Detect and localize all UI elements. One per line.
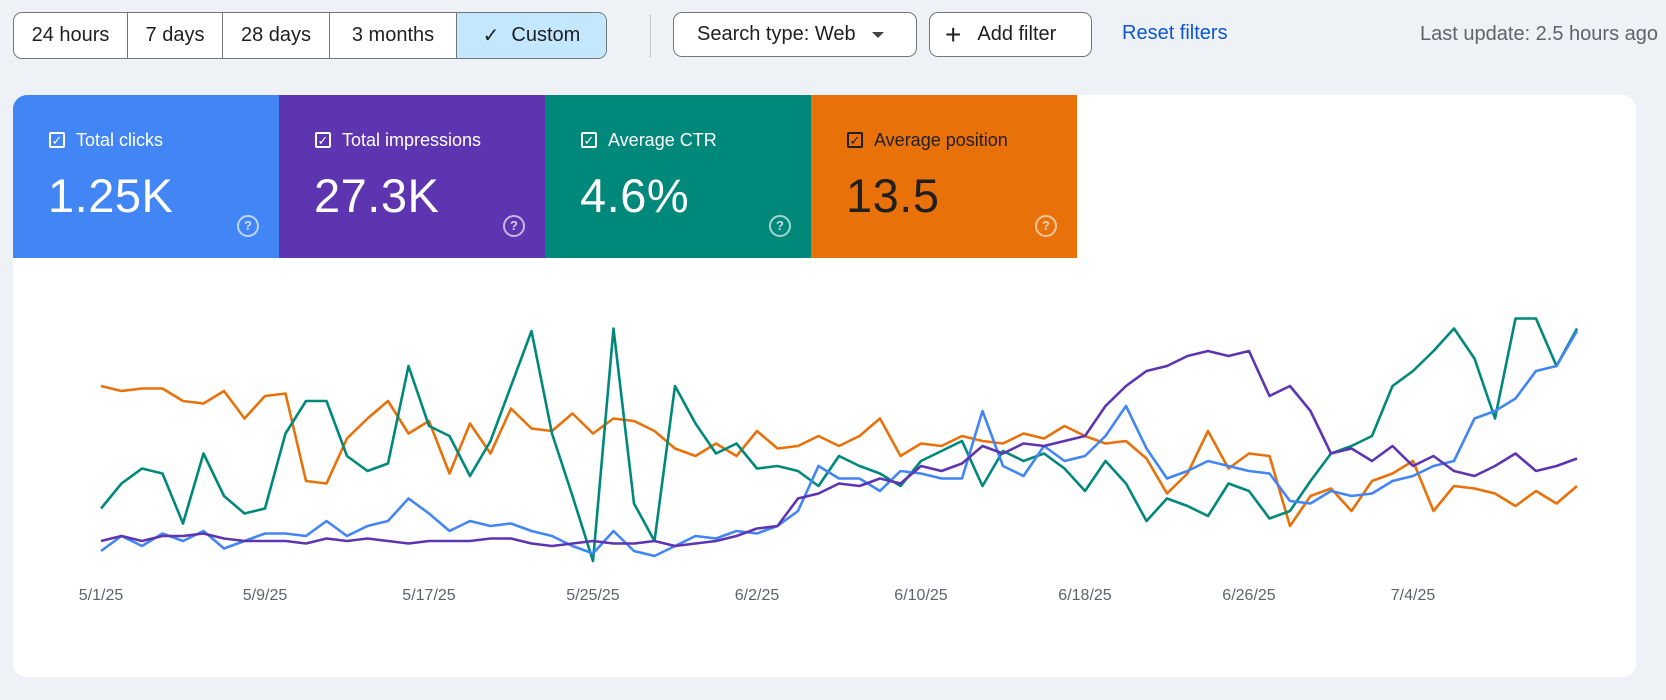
x-tick-label: 6/10/25: [894, 587, 947, 604]
toolbar-divider: [650, 14, 651, 58]
metric-value: 1.25K: [48, 169, 174, 222]
add-filter-button[interactable]: + Add filter: [929, 12, 1092, 57]
metric-label: Total clicks: [76, 130, 164, 150]
x-tick-label: 6/2/25: [735, 587, 780, 604]
toolbar: 24 hours 7 days 28 days 3 months ✓ Custom…: [0, 0, 1666, 72]
range-7-days-button[interactable]: 7 days: [128, 13, 223, 58]
check-icon: ✓: [482, 25, 500, 47]
help-icon[interactable]: ?: [503, 215, 525, 237]
add-filter-label: Add filter: [977, 23, 1057, 45]
metric-label: Average position: [874, 130, 1008, 150]
x-tick-label: 5/25/25: [566, 587, 619, 604]
series-line-average-position: [100, 384, 1578, 528]
range-label: Custom: [511, 24, 581, 46]
metric-average-position[interactable]: ✓ Average position 13.5 ?: [811, 95, 1077, 258]
metric-value: 27.3K: [314, 169, 440, 222]
range-label: 3 months: [351, 24, 435, 46]
x-tick-label: 5/17/25: [402, 587, 455, 604]
x-tick-label: 6/26/25: [1222, 587, 1275, 604]
x-tick-label: 7/4/25: [1391, 587, 1436, 604]
metric-total-clicks[interactable]: ✓ Total clicks 1.25K ?: [13, 95, 279, 258]
metric-label: Total impressions: [342, 130, 482, 150]
help-icon[interactable]: ?: [1035, 215, 1057, 237]
help-icon[interactable]: ?: [769, 215, 791, 237]
range-custom-button[interactable]: ✓ Custom: [457, 13, 606, 58]
metric-total-impressions[interactable]: ✓ Total impressions 27.3K ?: [279, 95, 545, 258]
date-range-selector: 24 hours 7 days 28 days 3 months ✓ Custom: [13, 12, 607, 59]
search-type-label: Search type: Web: [697, 23, 856, 45]
performance-card: ✓ Total clicks 1.25K ? ✓ Total impressio…: [13, 95, 1636, 677]
performance-line-chart: 5/1/25 5/9/25 5/17/25 5/25/25 6/2/25 6/10/25 6…: [79, 317, 1579, 604]
range-3-months-button[interactable]: 3 months: [330, 13, 457, 58]
metric-average-ctr[interactable]: ✓ Average CTR 4.6% ?: [545, 95, 811, 258]
checkbox-icon[interactable]: ✓: [315, 132, 331, 148]
checkbox-icon[interactable]: ✓: [847, 132, 863, 148]
metric-value: 4.6%: [580, 169, 690, 222]
series-line-total-impressions: [100, 349, 1578, 548]
series-line-total-clicks: [100, 330, 1579, 558]
plus-icon: +: [945, 18, 962, 50]
checkbox-icon[interactable]: ✓: [581, 132, 597, 148]
range-label: 7 days: [145, 24, 205, 46]
last-update-text: Last update: 2.5 hours ago: [1420, 23, 1658, 45]
x-tick-label: 6/18/25: [1058, 587, 1111, 604]
checkbox-icon[interactable]: ✓: [49, 132, 65, 148]
x-axis-ticks: 5/1/25 5/9/25 5/17/25 5/25/25 6/2/25 6/10/25 6…: [79, 587, 1436, 604]
range-28-days-button[interactable]: 28 days: [223, 13, 330, 58]
chart-lines: [99, 317, 1579, 563]
metric-value: 13.5: [846, 169, 940, 222]
x-tick-label: 5/9/25: [243, 587, 288, 604]
range-24-hours-button[interactable]: 24 hours: [14, 13, 128, 58]
help-icon[interactable]: ?: [237, 215, 259, 237]
search-type-dropdown[interactable]: Search type: Web: [673, 12, 917, 57]
metric-label: Average CTR: [608, 130, 717, 150]
reset-filters-link[interactable]: Reset filters: [1122, 22, 1228, 44]
range-label: 24 hours: [31, 24, 110, 46]
range-label: 28 days: [240, 24, 312, 46]
chevron-down-icon: [871, 31, 884, 38]
x-tick-label: 5/1/25: [79, 587, 124, 604]
